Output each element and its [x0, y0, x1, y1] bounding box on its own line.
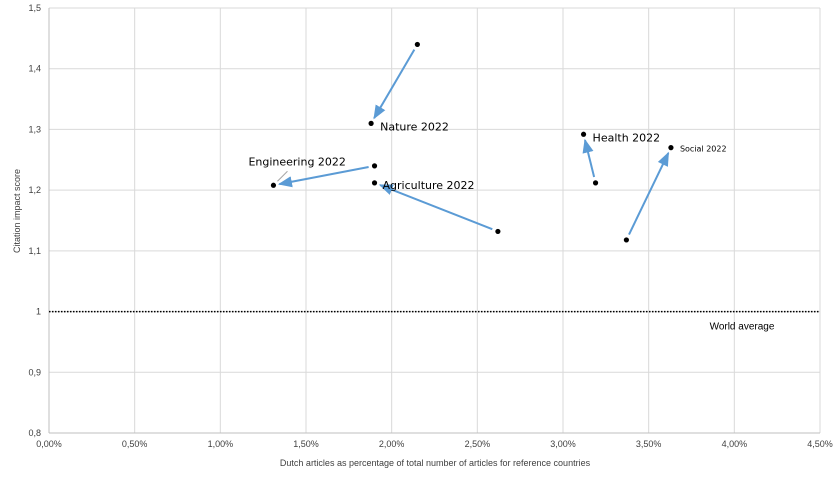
x-tick-label: 0,00% — [36, 439, 62, 449]
trend-arrow — [373, 49, 416, 120]
x-tick-label: 0,50% — [122, 439, 148, 449]
x-tick-label: 2,50% — [465, 439, 491, 449]
x-tick-label: 4,00% — [722, 439, 748, 449]
y-tick-label: 1,1 — [28, 246, 41, 256]
y-tick-label: 1 — [36, 307, 41, 317]
point-label: Nature 2022 — [380, 120, 449, 133]
world-average-label: World average — [710, 322, 775, 333]
point-start — [495, 228, 501, 235]
arrows — [277, 49, 670, 235]
gridlines — [48, 7, 821, 433]
point-2022 — [371, 180, 378, 186]
point-label: Engineering 2022 — [248, 155, 345, 168]
x-tick-label: 1,50% — [293, 439, 319, 449]
trend-arrow — [277, 166, 369, 188]
x-tick-label: 2,00% — [379, 439, 405, 449]
label-leader-line — [277, 170, 288, 182]
y-tick-label: 1,3 — [28, 124, 41, 134]
point-2022 — [668, 145, 674, 151]
axes: 0,00% 0,50% 1,00% 1,50% 2,00% 2,50% 3,00% 3,50%… — [28, 3, 832, 449]
y-axis-title: Citation impact score — [12, 169, 22, 253]
point-start — [371, 163, 378, 169]
point-label: Agriculture 2022 — [383, 179, 475, 192]
labels: Nature 2022 Engineering 2022 Agriculture 2… — [248, 120, 726, 192]
y-tick-label: 1,2 — [28, 185, 41, 195]
trend-arrow — [582, 138, 596, 178]
y-tick-label: 0,9 — [28, 367, 41, 377]
point-start — [623, 237, 629, 243]
point-label: Social 2022 — [680, 145, 727, 154]
x-tick-label: 3,50% — [636, 439, 662, 449]
y-tick-label: 1,5 — [28, 3, 41, 13]
points — [270, 41, 674, 243]
point-start — [414, 41, 420, 48]
trend-arrow — [628, 151, 670, 235]
point-2022 — [580, 131, 587, 137]
y-tick-label: 0,8 — [28, 428, 41, 438]
trend-arrow — [378, 184, 493, 231]
x-tick-label: 1,00% — [208, 439, 234, 449]
reference-line-group: World average — [49, 310, 820, 333]
x-tick-label: 4,50% — [807, 439, 833, 449]
y-tick-label: 1,4 — [28, 64, 41, 74]
point-2022 — [368, 120, 374, 126]
point-label: Health 2022 — [593, 131, 661, 144]
x-axis-title: Dutch articles as percentage of total nu… — [280, 458, 591, 468]
point-2022 — [270, 182, 277, 188]
point-start — [592, 180, 599, 186]
x-tick-label: 3,00% — [550, 439, 576, 449]
